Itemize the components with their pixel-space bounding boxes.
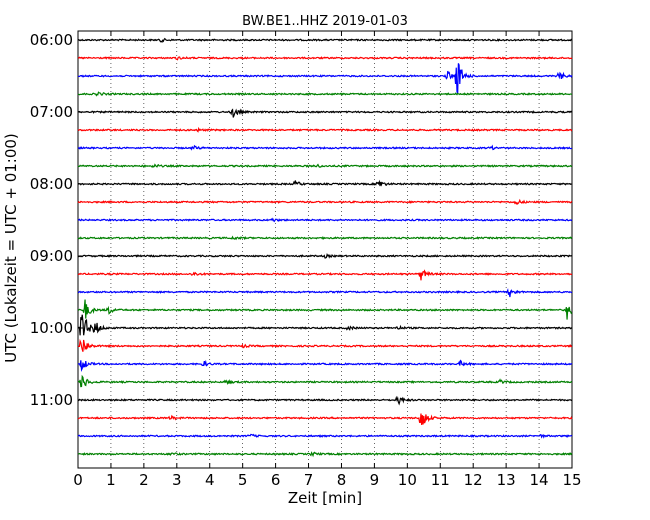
chart-title: BW.BE1..HHZ 2019-01-03: [242, 14, 408, 29]
trace-1030: [77, 359, 573, 372]
y-axis-label: UTC (Lokalzeit = UTC + 01:00): [2, 133, 20, 363]
trace-1145: [77, 451, 573, 458]
x-tick-label: 13: [497, 471, 516, 489]
trace-0945: [77, 299, 573, 320]
x-tick-label: 8: [337, 471, 347, 489]
trace-0645: [77, 91, 573, 97]
y-tick-label: 07:00: [30, 103, 73, 121]
x-tick-label: 6: [271, 471, 281, 489]
trace-1115: [77, 413, 573, 425]
trace-0715: [77, 126, 573, 133]
x-tick-label: 15: [562, 471, 581, 489]
x-tick-label: 0: [73, 471, 83, 489]
trace-0745: [77, 163, 573, 169]
trace-0700: [77, 108, 573, 118]
x-tick-label: 12: [464, 471, 483, 489]
x-tick-label: 7: [304, 471, 314, 489]
plot-frame: [77, 30, 573, 469]
trace-1045: [77, 374, 573, 388]
y-tick-label: 09:00: [30, 247, 73, 265]
x-tick-label: 10: [398, 471, 417, 489]
trace-0815: [77, 198, 573, 206]
trace-0800: [77, 179, 573, 187]
trace-1000: [77, 314, 573, 336]
trace-1015: [77, 338, 573, 352]
trace-0630: [77, 63, 573, 95]
trace-0915: [77, 269, 573, 281]
x-tick-label: 5: [238, 471, 248, 489]
x-tick-label: 2: [139, 471, 149, 489]
x-tick-label: 14: [530, 471, 549, 489]
trace-0600: [77, 37, 573, 44]
x-tick-label: 11: [431, 471, 450, 489]
trace-0900: [77, 252, 573, 259]
x-tick-label: 3: [172, 471, 182, 489]
trace-0830: [77, 217, 573, 223]
y-tick-label: 11:00: [30, 391, 73, 409]
x-tick-label: 1: [106, 471, 116, 489]
x-axis-ticks: 0 1 2 3 4 5 6 7 8 9 10 11 12 13 14 15: [73, 31, 582, 489]
grid-lines: [110, 31, 540, 468]
trace-1130: [77, 433, 573, 439]
x-tick-label: 4: [205, 471, 215, 489]
trace-1100: [77, 395, 573, 406]
trace-0930: [77, 288, 573, 298]
x-axis-label: Zeit [min]: [288, 489, 362, 507]
trace-group: [77, 37, 573, 458]
trace-0730: [77, 144, 573, 151]
y-tick-label: 10:00: [30, 319, 73, 337]
y-tick-label: 06:00: [30, 31, 73, 49]
y-axis-ticks: 06:00 07:00 08:00 09:00 10:00 11:00: [30, 31, 572, 409]
x-tick-label: 9: [370, 471, 380, 489]
y-tick-label: 08:00: [30, 175, 73, 193]
trace-0845: [77, 235, 573, 241]
trace-0615: [77, 56, 573, 61]
